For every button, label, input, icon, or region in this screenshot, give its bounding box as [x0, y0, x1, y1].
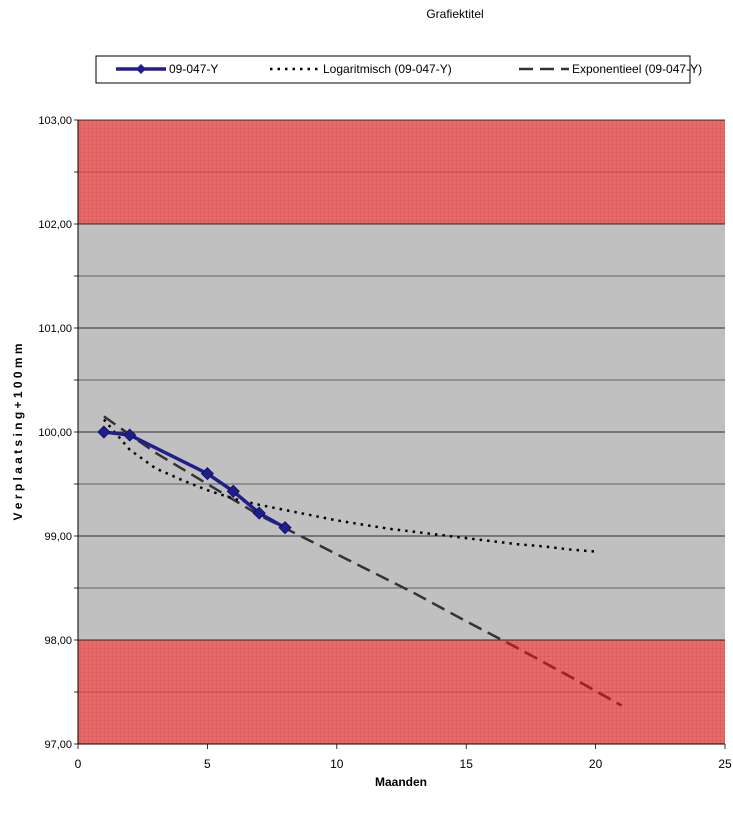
- legend-box: [95, 55, 691, 84]
- legend-label-2: Exponentieel (09-047-Y): [572, 62, 702, 76]
- y-tick-label: 99,00: [44, 531, 72, 543]
- series-line-2-band-segment: [499, 640, 623, 707]
- legend-label-0: 09-047-Y: [169, 62, 218, 76]
- legend-marker: [136, 64, 146, 74]
- chart-title: Grafiektitel: [426, 7, 483, 21]
- y-tick-label: 98,00: [44, 635, 72, 647]
- data-point-marker: [123, 428, 137, 442]
- y-axis-label: V e r p l a a t s i n g + 1 0 0 m m: [11, 343, 25, 520]
- y-tick-label: 103,00: [38, 115, 72, 127]
- y-tick-label: 101,00: [38, 323, 72, 335]
- data-point-marker: [97, 425, 111, 439]
- data-point-marker: [200, 467, 214, 481]
- legend: 09-047-Y Logaritmisch (09-047-Y) Exponenti…: [95, 55, 702, 84]
- x-tick-label: 5: [204, 757, 211, 771]
- x-tick-label: 0: [75, 757, 82, 771]
- legend-items: 09-047-Y Logaritmisch (09-047-Y) Exponenti…: [116, 62, 702, 76]
- plot-area: 97,00 98,00 99,00 100,00 101,00 102,00 103,00 0…: [38, 115, 732, 771]
- data-point-marker: [226, 484, 240, 498]
- x-tick-label: 25: [718, 757, 732, 771]
- data-point-marker: [252, 506, 266, 520]
- y-tick-label: 97,00: [44, 739, 72, 751]
- x-tick-label: 20: [589, 757, 603, 771]
- data-point-marker: [278, 521, 292, 535]
- legend-label-1: Logaritmisch (09-047-Y): [323, 62, 452, 76]
- x-axis-label: Maanden: [375, 775, 427, 789]
- y-tick-label: 100,00: [38, 427, 72, 439]
- y-tick-label: 102,00: [38, 219, 72, 231]
- series-group: [97, 415, 623, 707]
- x-tick-label: 15: [460, 757, 474, 771]
- x-tick-label: 10: [330, 757, 344, 771]
